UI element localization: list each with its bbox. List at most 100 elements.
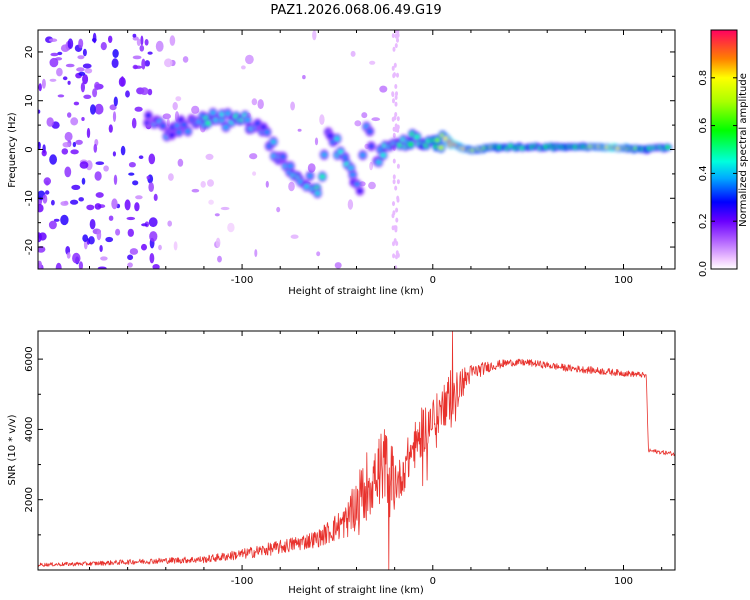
noise-blob (70, 149, 79, 155)
noise-blob (64, 166, 72, 178)
noise-blob (60, 201, 69, 206)
noise-blob (241, 65, 246, 70)
noise-blob (290, 234, 299, 239)
ridge-core (438, 145, 444, 151)
noise-blob (131, 117, 137, 129)
noise-blob (251, 98, 258, 106)
noise-blob (92, 88, 98, 98)
noise-blob (149, 231, 158, 242)
ridge-core (356, 188, 363, 194)
noise-blob (307, 163, 316, 173)
noise-blob (70, 199, 79, 205)
noise-blob (38, 232, 42, 243)
colorbar-tick-label: 0.8 (698, 70, 709, 86)
noise-blob (395, 91, 398, 97)
noise-blob (48, 220, 57, 230)
colorbar-tick-label: 0.4 (698, 165, 709, 181)
noise-blob (132, 64, 138, 70)
noise-blob (392, 126, 396, 132)
noise-blob (347, 199, 354, 210)
ridge-core (359, 152, 366, 158)
noise-blob (140, 35, 144, 46)
ridge-core (434, 137, 441, 143)
noise-blob (350, 50, 356, 57)
colorbar-gradient (710, 29, 738, 270)
noise-blob (395, 33, 399, 39)
noise-blob (396, 179, 400, 185)
noise-blob (55, 262, 62, 269)
noise-blob (46, 117, 54, 127)
noise-blob (396, 72, 399, 78)
ridge-core (205, 120, 212, 126)
noise-blob (78, 197, 84, 202)
noise-blob (132, 180, 139, 186)
snr-x-axis: -100 0 100 (88, 331, 663, 587)
noise-blob (144, 39, 149, 46)
ridge-core (270, 139, 277, 145)
spectrogram-x-label: Height of straight line (km) (288, 286, 424, 297)
ridge-core (314, 190, 321, 196)
noise-blob (396, 197, 400, 203)
noise-blob (152, 264, 160, 269)
noise-blob (89, 219, 96, 230)
noise-blob (113, 174, 118, 185)
noise-blob (316, 251, 321, 257)
ridge-core (210, 110, 216, 116)
noise-blob (108, 35, 113, 43)
spectrogram-scatter-layer (38, 30, 400, 269)
ridge-core (224, 110, 231, 116)
colorbar-tick-label: 0.6 (698, 118, 709, 134)
noise-blob (392, 46, 396, 52)
noise-blob (141, 223, 148, 227)
noise-blob (90, 104, 96, 115)
ridge-core (222, 124, 229, 130)
x-tick-label: -100 (231, 275, 254, 286)
noise-blob (245, 54, 254, 65)
ridge-core (342, 154, 348, 160)
x-tick-label: 0 (430, 275, 436, 286)
ridge-core (175, 129, 182, 135)
ridge-core (184, 128, 191, 134)
noise-blob (288, 181, 295, 192)
noise-blob (396, 116, 400, 122)
noise-blob (205, 153, 214, 160)
noise-blob (83, 94, 92, 100)
noise-blob (354, 120, 362, 127)
snr-series-line (38, 331, 675, 570)
noise-blob (67, 112, 72, 118)
noise-blob (148, 182, 154, 193)
noise-blob (392, 201, 395, 207)
noise-blob (129, 248, 139, 255)
noise-blob (73, 101, 80, 106)
ridge-core (380, 152, 387, 158)
noise-blob (103, 165, 109, 172)
snr-plot-area (38, 331, 675, 570)
noise-blob (50, 52, 59, 57)
x-tick-label: 100 (614, 576, 633, 587)
ridge-core (264, 129, 270, 135)
noise-blob (112, 151, 116, 157)
noise-blob (254, 249, 258, 258)
noise-blob (395, 241, 399, 246)
ridge-core (413, 134, 420, 140)
noise-blob (126, 216, 136, 221)
noise-blob (88, 236, 95, 245)
noise-blob (62, 76, 68, 81)
noise-blob (43, 177, 51, 186)
noise-blob (391, 33, 395, 39)
y-tick-label: 20 (24, 46, 35, 59)
chart-title: PAZ1.2026.068.06.49.G19 (270, 3, 441, 18)
noise-blob (112, 49, 119, 58)
noise-blob (395, 207, 399, 213)
noise-blob (135, 195, 143, 200)
noise-blob (146, 175, 150, 180)
noise-blob (252, 171, 257, 176)
noise-blob (149, 253, 155, 264)
noise-blob (172, 102, 178, 111)
noise-blob (392, 98, 395, 104)
noise-blob (395, 217, 399, 223)
noise-blob (72, 141, 77, 148)
noise-blob (334, 262, 342, 269)
spectrogram-x-axis: -100 0 100 (88, 30, 663, 286)
noise-blob (141, 58, 146, 70)
